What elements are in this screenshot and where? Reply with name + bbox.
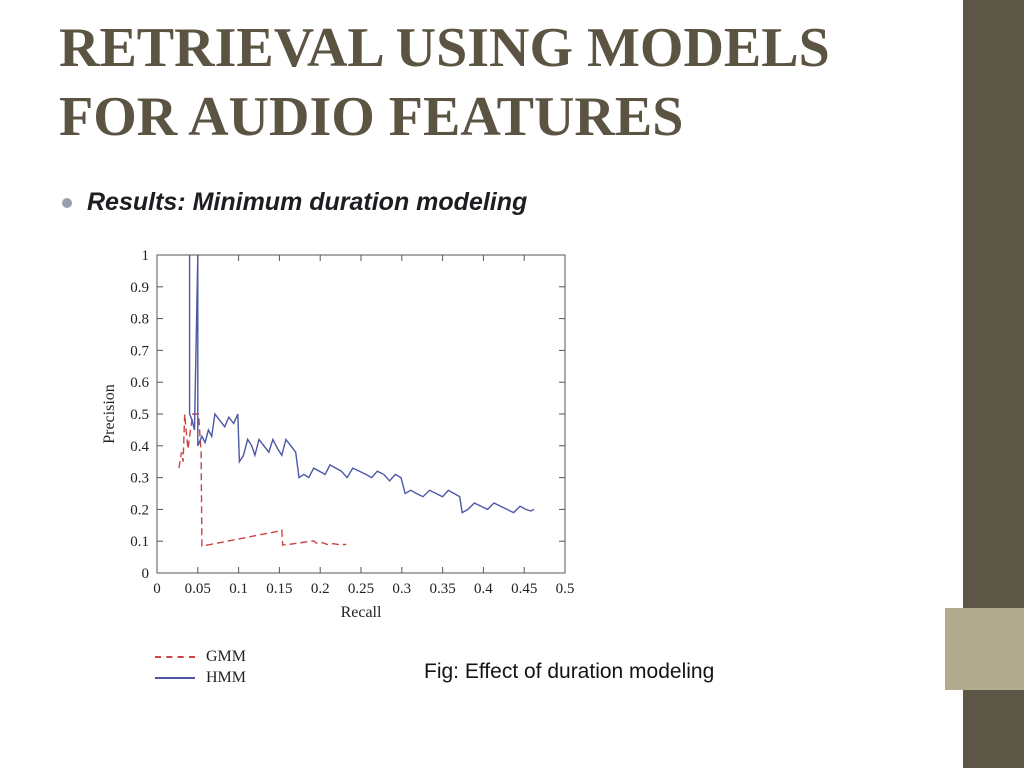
svg-text:0.45: 0.45 [511,581,537,597]
svg-text:0.25: 0.25 [348,581,374,597]
svg-text:0.05: 0.05 [185,581,211,597]
legend-entry-hmm: HMM [155,667,660,688]
svg-text:0.15: 0.15 [266,581,292,597]
chart-legend: GMM HMM [155,646,660,688]
slide-title-line2: FOR AUDIO FEATURES [59,86,684,148]
legend-label-gmm: GMM [206,647,247,665]
bullet-icon [62,197,72,208]
svg-text:0.5: 0.5 [130,407,149,423]
precision-recall-chart: 0 0.05 0.1 0.15 0.2 0.25 0.3 0.35 0.4 0.45 0.5 0 0.1… [101,248,575,621]
svg-text:0.8: 0.8 [130,312,149,328]
svg-text:0.2: 0.2 [130,502,149,518]
figure-caption: Fig: Effect of duration modeling [424,660,715,683]
svg-text:0.7: 0.7 [130,343,149,359]
bullet-item: Results: Minimum duration modeling [62,188,527,217]
svg-text:0.5: 0.5 [556,581,575,597]
svg-text:0.2: 0.2 [311,581,330,597]
legend-entry-gmm: GMM [155,646,660,667]
accent-block-decoration [945,608,1024,690]
svg-text:0.3: 0.3 [392,581,411,597]
svg-text:0.4: 0.4 [130,439,149,455]
svg-text:0.1: 0.1 [130,534,149,550]
svg-text:Precision: Precision [101,384,118,444]
svg-text:Recall: Recall [341,604,382,621]
svg-text:0.9: 0.9 [130,280,149,296]
slide-title-line1: RETRIEVAL USING MODELS [59,17,830,79]
slide-title: RETRIEVAL USING MODELS FOR AUDIO FEATURE… [59,14,830,152]
svg-text:0.1: 0.1 [229,581,248,597]
svg-text:0.6: 0.6 [130,375,149,391]
svg-text:0: 0 [153,581,161,597]
svg-text:1: 1 [142,248,150,264]
gmm-dashed-line-sample [155,655,195,658]
svg-text:0.4: 0.4 [474,581,493,597]
figure-container: 0 0.05 0.1 0.15 0.2 0.25 0.3 0.35 0.4 0.45 0.5 0 0.1… [100,243,660,688]
svg-text:0.35: 0.35 [429,581,455,597]
legend-label-hmm: HMM [206,668,247,686]
svg-text:0: 0 [142,566,150,582]
hmm-solid-line-sample [155,676,195,679]
bullet-text: Results: Minimum duration modeling [87,188,528,216]
svg-text:0.3: 0.3 [130,471,149,487]
